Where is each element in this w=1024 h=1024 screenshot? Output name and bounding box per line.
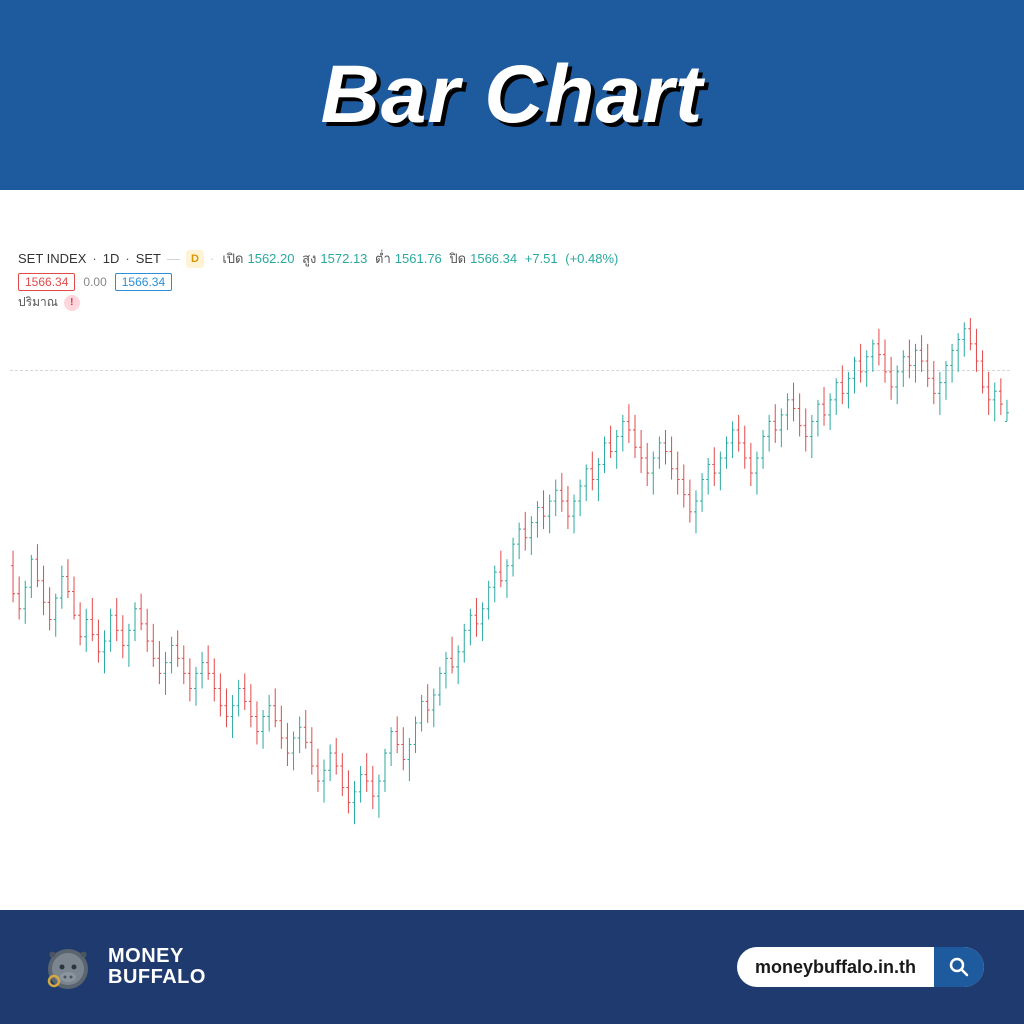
value-box-1: 1566.34 bbox=[18, 273, 75, 291]
high-value: 1572.13 bbox=[320, 251, 367, 266]
page-title: Bar Chart bbox=[321, 48, 704, 142]
value-mid: 0.00 bbox=[83, 275, 106, 289]
volume-label: ปริมาณ bbox=[18, 293, 58, 312]
search-icon bbox=[949, 957, 969, 977]
chart-area[interactable] bbox=[10, 318, 1010, 878]
volume-row: ปริมาณ ! bbox=[10, 293, 1014, 312]
header-band: Bar Chart bbox=[0, 0, 1024, 190]
ticker-row: SET INDEX · 1D · SET — D · เปิด1562.20 ส… bbox=[10, 248, 1014, 269]
exchange: SET bbox=[136, 251, 161, 266]
interval-badge[interactable]: D bbox=[186, 250, 204, 268]
interval: 1D bbox=[103, 251, 120, 266]
url-text: moneybuffalo.in.th bbox=[737, 957, 934, 978]
symbol: SET INDEX bbox=[18, 251, 86, 266]
footer-band: MONEY BUFFALO moneybuffalo.in.th bbox=[0, 910, 1024, 1024]
ohlc-readout: เปิด1562.20 สูง1572.13 ต่ำ1561.76 ปิด156… bbox=[220, 248, 620, 269]
logo-text: MONEY BUFFALO bbox=[108, 946, 206, 988]
buffalo-logo-icon bbox=[40, 939, 96, 995]
logo-block: MONEY BUFFALO bbox=[40, 939, 206, 995]
chart-panel: SET INDEX · 1D · SET — D · เปิด1562.20 ส… bbox=[0, 190, 1024, 910]
value-boxes-row: 1566.34 0.00 1566.34 bbox=[10, 269, 1014, 293]
pct-value: (+0.48%) bbox=[565, 251, 618, 266]
close-value: 1566.34 bbox=[470, 251, 517, 266]
open-value: 1562.20 bbox=[247, 251, 294, 266]
low-value: 1561.76 bbox=[395, 251, 442, 266]
value-box-2: 1566.34 bbox=[115, 273, 172, 291]
url-pill[interactable]: moneybuffalo.in.th bbox=[737, 947, 984, 987]
alert-icon[interactable]: ! bbox=[64, 295, 80, 311]
change-value: +7.51 bbox=[525, 251, 558, 266]
search-button[interactable] bbox=[934, 947, 984, 987]
